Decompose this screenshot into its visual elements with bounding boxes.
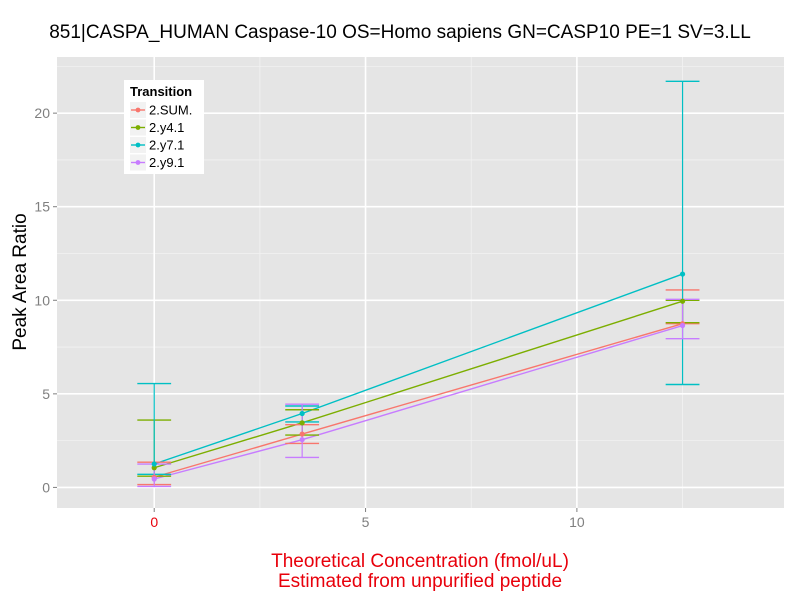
- y-tick-label: 5: [42, 386, 50, 402]
- x-tick-label: 0: [150, 514, 158, 530]
- legend-label: 2.y4.1: [149, 120, 184, 135]
- y-tick-label: 10: [34, 292, 50, 308]
- data-point: [299, 420, 305, 426]
- data-points: [151, 271, 686, 482]
- data-point: [151, 465, 157, 471]
- data-point: [151, 461, 157, 467]
- data-point: [299, 410, 305, 417]
- chart-title: 851|CASPA_HUMAN Caspase-10 OS=Homo sapie…: [49, 22, 751, 43]
- x-tick-label: 10: [569, 514, 585, 530]
- data-point: [151, 476, 157, 482]
- legend-title: Transition: [130, 84, 192, 99]
- legend-key-point: [135, 142, 141, 148]
- x-axis-label-line-2: Estimated from unpurified peptide: [278, 571, 562, 592]
- data-point: [679, 271, 686, 277]
- legend-key-point: [135, 125, 141, 130]
- data-point: [299, 431, 305, 437]
- x-tick-label: 5: [362, 514, 370, 530]
- data-point: [679, 322, 686, 329]
- legend-label: 2.y9.1: [149, 155, 184, 170]
- legend-label: 2.y7.1: [149, 138, 184, 153]
- x-axis-label-line-1: Theoretical Concentration (fmol/uL): [271, 551, 569, 572]
- data-point: [299, 437, 305, 443]
- legend-key-point: [135, 160, 141, 165]
- legend-key-point: [135, 107, 141, 113]
- legend-label: 2.SUM.: [149, 103, 192, 118]
- y-axis-label: Peak Area Ratio: [10, 213, 31, 350]
- y-tick-label: 15: [34, 199, 50, 215]
- legend: Transition 2.SUM. 2.y4.1 2.y7.1 2.y9.1: [124, 80, 204, 174]
- data-point: [679, 298, 686, 304]
- axis-ticks: 0 5 10 15 20 0 5 10: [34, 105, 584, 530]
- y-tick-label: 20: [34, 105, 50, 121]
- y-tick-label: 0: [42, 479, 50, 495]
